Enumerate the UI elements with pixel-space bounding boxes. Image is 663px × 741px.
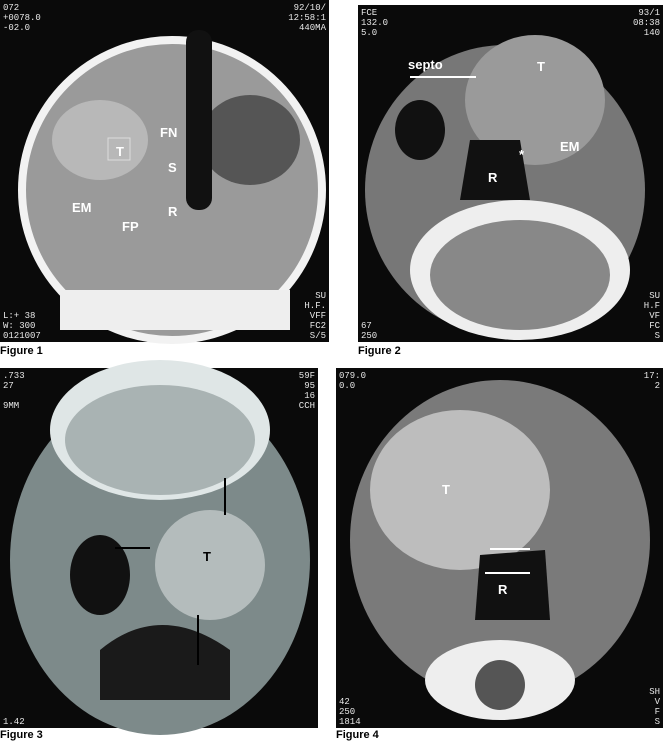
scan-overlay-text: S/5 [310, 331, 326, 341]
scan-overlay-text: 440MA [299, 23, 327, 33]
anatomy-label: T [116, 144, 124, 159]
anatomy-label: FP [122, 219, 139, 234]
scan-overlay-text: FCE [361, 8, 377, 18]
scan-overlay-text: 250 [339, 707, 355, 717]
anatomy-label: S [168, 160, 177, 175]
scan-overlay-text: SH [649, 687, 660, 697]
scan-2 [358, 5, 663, 342]
scan-overlay-text: SU [649, 291, 660, 301]
scan-overlay-text: W: 300 [3, 321, 35, 331]
scan-overlay-text: 27 [3, 381, 14, 391]
figure-caption: Figure 3 [0, 729, 43, 741]
scan-overlay-text: .733 [3, 371, 25, 381]
scan-overlay-text: 2 [655, 381, 660, 391]
scan-overlay-text: H.F [644, 301, 660, 311]
scan-overlay-text: V [655, 697, 661, 707]
scan-overlay-text: S [655, 331, 660, 341]
anatomy-label: R [498, 582, 508, 597]
anatomy-label: EM [72, 200, 92, 215]
anatomy-label: septo [408, 57, 443, 72]
scan-overlay-text: 92/10/ [294, 3, 326, 13]
scan-overlay-text: CCH [299, 401, 315, 411]
scan-overlay-text: VF [649, 311, 660, 321]
anatomy-label: T [203, 549, 211, 564]
figure-caption: Figure 2 [358, 345, 401, 357]
scan-overlay-text: -02.0 [3, 23, 30, 33]
anatomy-label: T [537, 59, 545, 74]
scan-overlay-text: 42 [339, 697, 350, 707]
scan-overlay-text: 12:58:1 [288, 13, 326, 23]
scan-overlay-text: 1.42 [3, 717, 25, 727]
scan-overlay-text: FC2 [310, 321, 326, 331]
scan-overlay-text: 93/1 [638, 8, 660, 18]
scan-overlay-text: 0.0 [339, 381, 355, 391]
scan-4 [336, 368, 663, 728]
anatomy-label: R [488, 170, 498, 185]
anatomy-label: R [168, 204, 178, 219]
scan-overlay-text: 079.0 [339, 371, 366, 381]
scan-overlay-text: H.F. [304, 301, 326, 311]
anatomy-label: FN [160, 125, 177, 140]
figure-caption: Figure 4 [336, 729, 380, 741]
scan-overlay-text: FC [649, 321, 660, 331]
scan-overlay-text: S [655, 717, 660, 727]
scan-overlay-text: 17: [644, 371, 660, 381]
scan-1 [0, 0, 329, 344]
scan-overlay-text: 5.0 [361, 28, 377, 38]
anatomy-label: T [442, 482, 450, 497]
scan-overlay-text: 1814 [339, 717, 361, 727]
scan-overlay-text: +0078.0 [3, 13, 41, 23]
anatomy-label: EM [560, 139, 580, 154]
scan-overlay-text: 250 [361, 331, 377, 341]
scan-overlay-text: F [655, 707, 660, 717]
scan-overlay-text: 072 [3, 3, 19, 13]
scan-overlay-text: VFF [310, 311, 326, 321]
figure-caption: Figure 1 [0, 345, 43, 357]
scan-overlay-text: 67 [361, 321, 372, 331]
scan-overlay-text: 140 [644, 28, 660, 38]
scan-overlay-text: SU [315, 291, 326, 301]
scan-overlay-text: 132.0 [361, 18, 388, 28]
scan-overlay-text: 9MM [3, 401, 19, 411]
scan-overlay-text: 16 [304, 391, 315, 401]
scan-3 [0, 360, 318, 735]
scan-overlay-text: 95 [304, 381, 315, 391]
anatomy-label: * [519, 147, 525, 162]
scan-overlay-text: 0121007 [3, 331, 41, 341]
scan-overlay-text: L:+ 38 [3, 311, 35, 321]
scan-overlay-text: 59F [299, 371, 315, 381]
scan-overlay-text: 08:38 [633, 18, 660, 28]
